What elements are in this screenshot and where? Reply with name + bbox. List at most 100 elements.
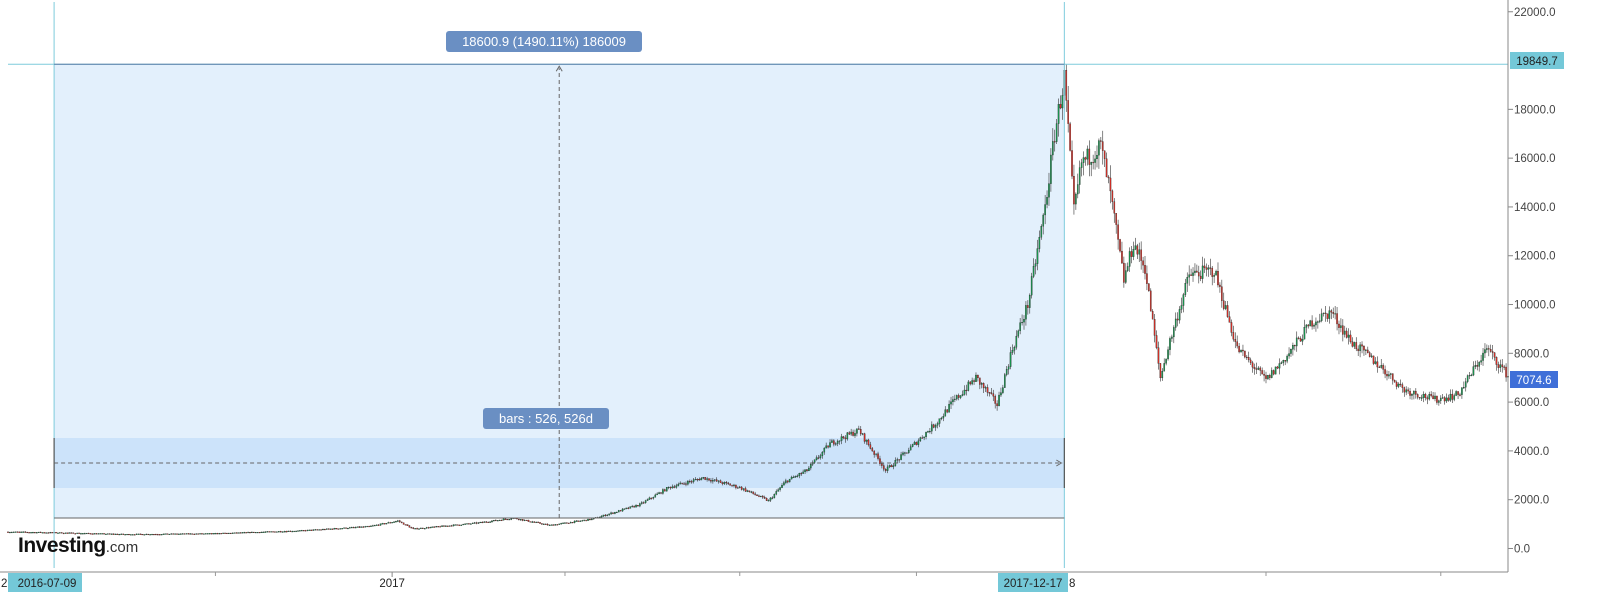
candle-down (765, 498, 768, 501)
candle-up (792, 476, 795, 479)
candle-down (253, 531, 255, 534)
candle-down (1155, 335, 1158, 348)
candle-up (1186, 277, 1189, 284)
candle-down (1409, 390, 1411, 396)
candle-down (1457, 391, 1459, 395)
candle-up (606, 514, 609, 517)
candle-up (1484, 349, 1486, 354)
candle-up (904, 452, 906, 454)
candle-up (896, 459, 899, 461)
candle-down (153, 534, 155, 536)
candle-up (471, 522, 474, 524)
candle-down (399, 520, 401, 523)
candle-up (385, 523, 388, 525)
candle-down (996, 403, 998, 407)
candle-up (961, 394, 964, 396)
candle-down (504, 518, 507, 520)
candle-up (938, 418, 941, 424)
candle-up (662, 489, 664, 494)
candle-up (448, 525, 451, 527)
candle-up (278, 531, 280, 533)
candle-down (1238, 345, 1240, 353)
candle-up (1301, 339, 1304, 342)
candle-down (268, 531, 271, 533)
candle-up (575, 520, 578, 522)
candle-up (788, 478, 791, 483)
candle-up (470, 523, 472, 525)
candle-up (1080, 162, 1083, 168)
candle-up (1180, 305, 1183, 310)
candle-up (462, 523, 464, 526)
candle-down (715, 479, 718, 482)
candle-down (1073, 176, 1075, 205)
candle-up (954, 398, 956, 400)
candle-down (871, 448, 874, 452)
candle-up (798, 473, 801, 477)
candle-up (1388, 374, 1390, 377)
candle-down (612, 512, 614, 514)
candle-down (633, 506, 635, 508)
candle-up (460, 524, 463, 526)
candle-up (1161, 371, 1164, 379)
candle-down (1503, 366, 1505, 368)
candle-up (1322, 312, 1325, 314)
candle-down (1142, 260, 1144, 266)
candle-up (831, 440, 833, 443)
candle-up (1128, 251, 1131, 267)
candle-up (648, 497, 651, 500)
candle-down (310, 529, 313, 531)
candle-up (254, 532, 257, 534)
candle-up (160, 534, 163, 536)
candle-up (925, 432, 927, 438)
candle-down (521, 519, 524, 521)
candle-down (1205, 267, 1208, 270)
candle-down (1386, 374, 1388, 377)
candle-up (107, 533, 109, 535)
candle-up (347, 527, 349, 530)
investing-logo[interactable]: Investing.com (18, 535, 138, 556)
candle-up (162, 533, 165, 535)
candle-up (1207, 267, 1210, 270)
candle-down (1236, 341, 1238, 347)
candle-up (760, 495, 762, 498)
candle-down (898, 459, 900, 461)
candle-up (1441, 397, 1444, 399)
candle-down (650, 497, 653, 499)
candle-down (1109, 177, 1112, 192)
candle-up (948, 403, 950, 413)
candle-up (489, 521, 491, 523)
candle-up (1165, 358, 1167, 364)
candle-up (675, 485, 678, 488)
candle-down (1107, 176, 1110, 179)
y-tick-label: 10000.0 (1514, 300, 1556, 312)
candle-up (1021, 321, 1023, 324)
candle-down (258, 532, 261, 534)
candle-down (1115, 213, 1117, 225)
candle-up (1267, 375, 1269, 379)
candle-up (135, 533, 138, 535)
candle-down (1221, 286, 1223, 301)
candle-up (929, 430, 931, 433)
candle-up (243, 532, 246, 534)
y-tick-label: 22000.0 (1514, 7, 1556, 19)
candle-up (888, 465, 891, 468)
candle-up (1134, 245, 1137, 250)
candle-up (1445, 397, 1448, 402)
candle-up (218, 533, 221, 535)
candle-down (1489, 349, 1492, 352)
candle-up (341, 528, 343, 530)
candle-down (754, 493, 756, 495)
candle-down (1190, 274, 1192, 276)
candle-up (794, 476, 797, 478)
y-tick-label: 16000.0 (1514, 153, 1556, 165)
candle-down (1119, 239, 1121, 252)
candle-up (64, 532, 67, 534)
candle-down (183, 533, 186, 535)
candle-up (41, 532, 44, 534)
candle-down (708, 478, 710, 481)
candle-up (936, 423, 939, 426)
candle-up (429, 527, 432, 529)
candle-down (51, 532, 53, 534)
candle-up (370, 525, 372, 527)
